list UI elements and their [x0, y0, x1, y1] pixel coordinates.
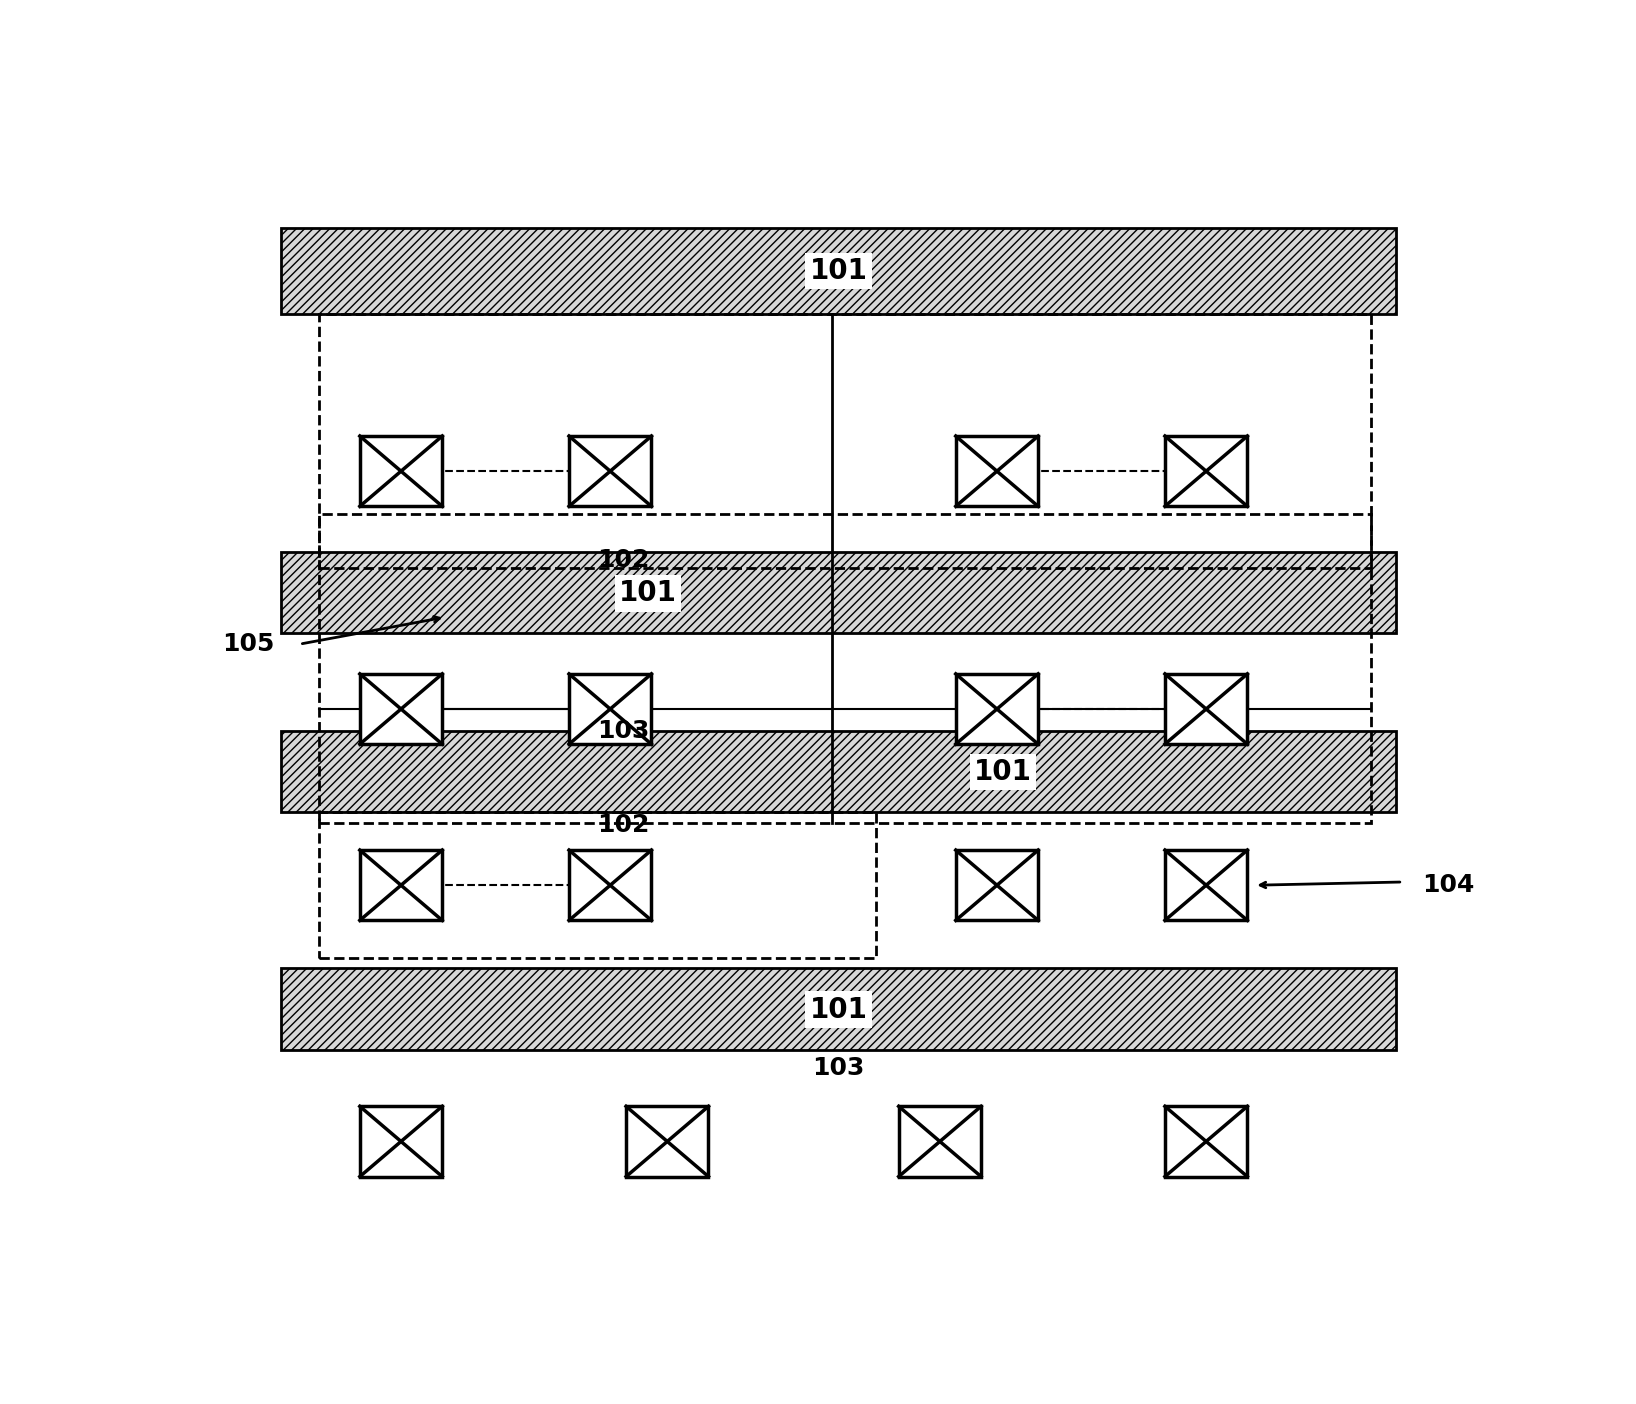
Text: 101: 101: [975, 758, 1032, 786]
Bar: [360, 674, 442, 744]
Text: 101: 101: [620, 580, 677, 608]
Bar: [569, 674, 651, 744]
Bar: [955, 437, 1039, 507]
Text: 102: 102: [597, 813, 649, 837]
Bar: [281, 969, 1397, 1050]
Bar: [281, 552, 1397, 633]
Bar: [281, 227, 1397, 314]
Text: 103: 103: [597, 719, 649, 743]
Text: 105: 105: [222, 632, 275, 656]
Bar: [319, 314, 1371, 569]
Bar: [360, 849, 442, 921]
Bar: [627, 1106, 708, 1177]
Text: 101: 101: [810, 995, 867, 1024]
Bar: [281, 730, 1397, 812]
Bar: [319, 812, 877, 958]
Bar: [1165, 674, 1247, 744]
Bar: [281, 227, 1397, 314]
Bar: [281, 552, 1397, 633]
Text: 101: 101: [810, 257, 867, 285]
Bar: [281, 730, 1397, 812]
Bar: [360, 437, 442, 507]
Bar: [319, 514, 1371, 823]
Bar: [955, 674, 1039, 744]
Text: 104: 104: [1422, 873, 1474, 897]
Bar: [569, 437, 651, 507]
Bar: [1165, 437, 1247, 507]
Bar: [569, 849, 651, 921]
Bar: [898, 1106, 982, 1177]
Bar: [1165, 849, 1247, 921]
Bar: [1165, 1106, 1247, 1177]
Bar: [281, 969, 1397, 1050]
Text: 102: 102: [597, 548, 649, 571]
Bar: [360, 1106, 442, 1177]
Text: 103: 103: [811, 1056, 865, 1080]
Bar: [955, 849, 1039, 921]
